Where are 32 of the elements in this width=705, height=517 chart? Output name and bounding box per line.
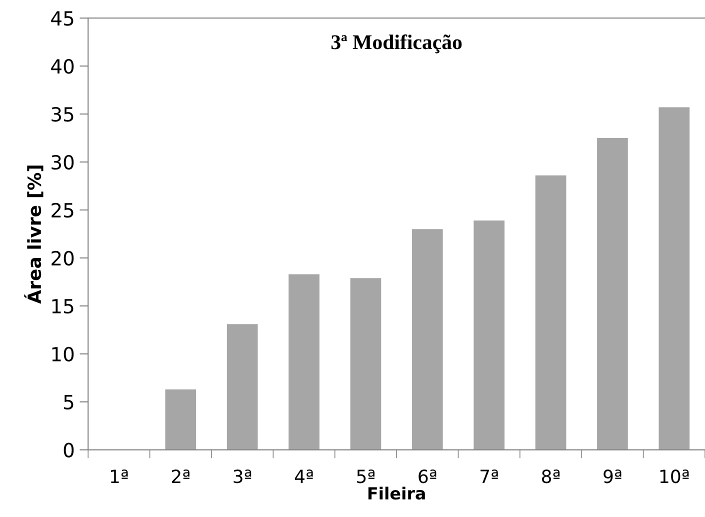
text: 3ª Modificação [331,34,462,54]
x-axis-title: Fileira [368,486,425,500]
x-tick-label: 8ª [542,470,560,484]
bar [226,324,258,450]
bar [474,220,505,450]
y-tick-label: 20 [52,250,74,266]
y-tick-label: 25 [52,202,74,218]
x-tick-label: 7ª [480,470,498,483]
bar [535,175,566,450]
bar [597,138,628,450]
x-tick-label: 1ª [110,470,128,483]
x-tick-label: 9ª [604,470,622,484]
y-axis-title: Área livre [%] [24,166,44,304]
y-tick-label: 15 [52,299,74,314]
x-tick-label: 10ª [660,470,689,484]
bar [350,278,382,450]
y-tick-label: 5 [64,395,74,410]
y-tick-label: 40 [51,59,74,74]
x-tick-label: 4ª [294,470,313,483]
bar [165,389,196,450]
y-tick-label: 10 [52,346,74,362]
y-tick-label: 45 [51,11,74,26]
y-tick-label: 30 [52,154,74,170]
x-tick-label: 2ª [172,470,190,483]
x-tick-label: 6ª [418,470,436,484]
x-tick-label: 3ª [234,470,252,484]
x-tick-label: 5ª [357,470,374,484]
y-tick-label: 0 [64,442,74,458]
bar [658,107,690,450]
bar [412,229,443,450]
bar [288,274,320,450]
y-tick-label: 35 [52,106,74,122]
